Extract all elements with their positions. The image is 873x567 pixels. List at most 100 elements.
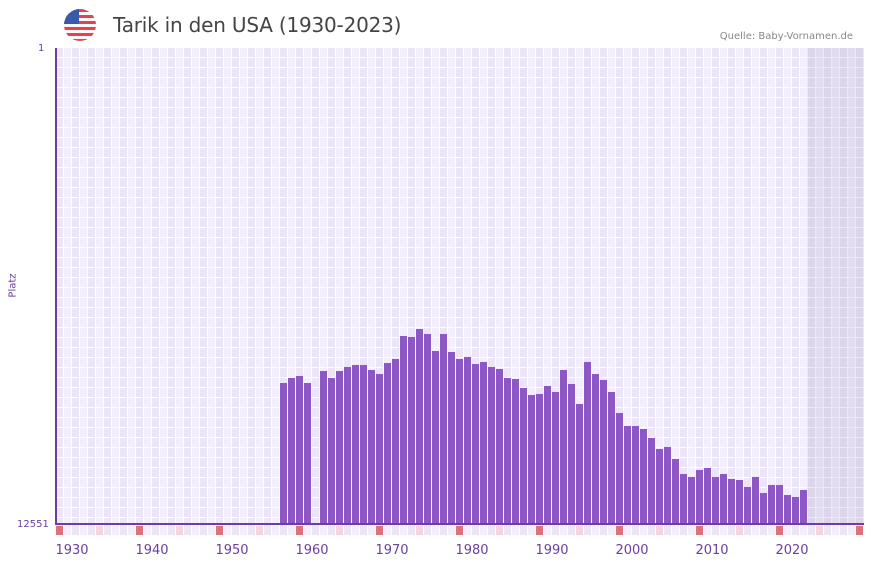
bar-1980[interactable] xyxy=(464,357,471,524)
grid-column xyxy=(744,48,751,527)
grid-column xyxy=(856,48,863,527)
bar-1981[interactable] xyxy=(472,364,479,524)
grid-column xyxy=(88,48,95,527)
bar-1978[interactable] xyxy=(448,352,455,524)
bar-2017[interactable] xyxy=(760,493,767,524)
bar-2002[interactable] xyxy=(640,429,647,524)
grid-column xyxy=(216,48,223,527)
bar-1996[interactable] xyxy=(592,374,599,524)
bar-1976[interactable] xyxy=(432,351,439,524)
year-marker xyxy=(640,526,647,535)
bar-2014[interactable] xyxy=(736,480,743,524)
bar-1997[interactable] xyxy=(600,380,607,524)
year-marker xyxy=(144,526,151,535)
bar-1973[interactable] xyxy=(408,337,415,524)
bar-1975[interactable] xyxy=(424,334,431,524)
year-marker xyxy=(696,526,703,535)
bar-2011[interactable] xyxy=(712,477,719,524)
year-marker xyxy=(736,526,743,535)
grid-column xyxy=(248,48,255,527)
bar-1969[interactable] xyxy=(376,374,383,524)
grid-column xyxy=(72,48,79,527)
bar-2010[interactable] xyxy=(704,468,711,524)
bar-2018[interactable] xyxy=(768,485,775,524)
bar-1993[interactable] xyxy=(568,384,575,524)
bar-1992[interactable] xyxy=(560,370,567,524)
grid-column xyxy=(64,48,71,527)
bar-1987[interactable] xyxy=(520,388,527,524)
year-marker xyxy=(648,526,655,535)
year-marker xyxy=(296,526,303,535)
bar-1970[interactable] xyxy=(384,363,391,524)
year-marker xyxy=(520,526,527,535)
grid-column xyxy=(776,48,783,527)
bar-1964[interactable] xyxy=(336,371,343,524)
bar-2008[interactable] xyxy=(688,477,695,524)
grid-column xyxy=(808,48,815,527)
grid-column xyxy=(224,48,231,527)
bar-2019[interactable] xyxy=(776,485,783,524)
bar-1968[interactable] xyxy=(368,370,375,524)
bar-1990[interactable] xyxy=(544,386,551,524)
grid-column xyxy=(208,48,215,527)
year-marker xyxy=(728,526,735,535)
bar-1979[interactable] xyxy=(456,359,463,524)
bar-1963[interactable] xyxy=(328,378,335,524)
grid-column xyxy=(720,48,727,527)
bar-2015[interactable] xyxy=(744,487,751,524)
bar-1985[interactable] xyxy=(504,378,511,524)
bar-1974[interactable] xyxy=(416,329,423,524)
bar-1984[interactable] xyxy=(496,369,503,524)
bar-2000[interactable] xyxy=(624,426,631,524)
bar-2020[interactable] xyxy=(784,495,791,524)
chart-title: Tarik in den USA (1930-2023) xyxy=(113,13,402,37)
bar-1971[interactable] xyxy=(392,359,399,524)
bar-1960[interactable] xyxy=(304,383,311,524)
bar-1958[interactable] xyxy=(288,378,295,524)
bar-2006[interactable] xyxy=(672,459,679,524)
year-marker xyxy=(168,526,175,535)
bar-1972[interactable] xyxy=(400,336,407,524)
bar-1982[interactable] xyxy=(480,362,487,524)
bar-2016[interactable] xyxy=(752,477,759,524)
year-marker xyxy=(816,526,823,535)
year-marker xyxy=(592,526,599,535)
bar-2003[interactable] xyxy=(648,438,655,524)
bar-1957[interactable] xyxy=(280,383,287,524)
x-tick-label: 1930 xyxy=(55,543,89,558)
grid-column xyxy=(144,48,151,527)
bar-2009[interactable] xyxy=(696,470,703,524)
bar-1962[interactable] xyxy=(320,371,327,524)
year-marker xyxy=(600,526,607,535)
bar-2022[interactable] xyxy=(800,490,807,524)
grid-column xyxy=(128,48,135,527)
bar-1965[interactable] xyxy=(344,367,351,524)
bar-2021[interactable] xyxy=(792,497,799,524)
grid-column xyxy=(256,48,263,527)
year-marker xyxy=(392,526,399,535)
bar-1983[interactable] xyxy=(488,367,495,524)
bar-2013[interactable] xyxy=(728,479,735,524)
bar-1989[interactable] xyxy=(536,394,543,524)
year-marker xyxy=(840,526,847,535)
bar-1988[interactable] xyxy=(528,395,535,524)
bar-1998[interactable] xyxy=(608,392,615,524)
bar-1991[interactable] xyxy=(552,392,559,524)
year-marker xyxy=(152,526,159,535)
year-marker xyxy=(656,526,663,535)
bar-2005[interactable] xyxy=(664,447,671,524)
bar-2001[interactable] xyxy=(632,426,639,524)
year-marker xyxy=(184,526,191,535)
bar-1994[interactable] xyxy=(576,404,583,524)
bar-2004[interactable] xyxy=(656,449,663,524)
bar-1999[interactable] xyxy=(616,413,623,524)
bar-1986[interactable] xyxy=(512,379,519,524)
bar-1966[interactable] xyxy=(352,365,359,524)
bar-1977[interactable] xyxy=(440,334,447,524)
bar-1967[interactable] xyxy=(360,365,367,524)
bar-2007[interactable] xyxy=(680,474,687,524)
bar-1995[interactable] xyxy=(584,362,591,524)
bar-1959[interactable] xyxy=(296,376,303,524)
year-marker xyxy=(320,526,327,535)
bar-2012[interactable] xyxy=(720,474,727,524)
